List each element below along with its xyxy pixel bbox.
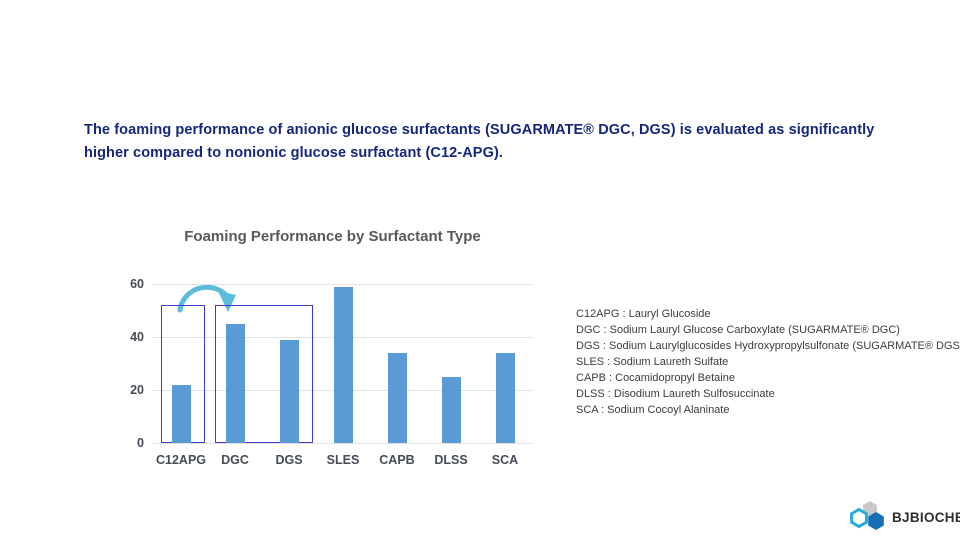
legend-item-c12apg: C12APG : Lauryl Glucoside: [576, 308, 711, 320]
y-axis-tick-label: 40: [130, 330, 144, 344]
legend-item-dgc: DGC : Sodium Lauryl Glucose Carboxylate …: [576, 324, 900, 336]
x-axis-category-label: SLES: [326, 453, 360, 467]
bar-dgs: [279, 339, 299, 443]
logo-hexagons-icon: [850, 501, 884, 530]
legend-item-sles: SLES : Sodium Laureth Sulfate: [576, 356, 729, 368]
logo-text: BJBIOCHEM: [892, 509, 960, 525]
legend-item-sca: SCA : Sodium Cocoyl Alaninate: [576, 404, 730, 416]
y-axis-tick-label: 20: [130, 383, 144, 397]
bar-c12apg: [171, 384, 191, 443]
y-axis-tick-label: 60: [130, 277, 144, 291]
bar-capb: [387, 352, 407, 443]
company-logo: BJBIOCHEM: [848, 498, 960, 536]
legend-item-capb: CAPB : Cocamidopropyl Betaine: [576, 372, 735, 384]
x-axis-category-label: CAPB: [379, 453, 415, 467]
x-axis-category-label: DLSS: [434, 453, 468, 467]
comparison-arc-arrow-icon: [177, 284, 236, 313]
bar-dgc: [225, 323, 245, 443]
headline-line-2: higher compared to nonionic glucose surf…: [84, 145, 503, 161]
chart-plot-area: 0 20 40 60 C12APG DGC DGS SLES CAPB DLSS SCA: [130, 277, 533, 467]
legend-item-dgs: DGS : Sodium Laurylglucosides Hydroxypro…: [576, 340, 960, 352]
gridline: [152, 442, 533, 444]
bar-dlss: [441, 376, 461, 443]
chart-title: Foaming Performance by Surfactant Type: [184, 228, 481, 245]
x-axis-category-label: SCA: [491, 453, 519, 467]
headline-line-1: The foaming performance of anionic gluco…: [84, 122, 875, 138]
headline: The foaming performance of anionic gluco…: [84, 119, 874, 165]
bar-sca: [495, 352, 515, 443]
y-axis-tick-label: 0: [137, 436, 144, 450]
x-axis-category-label: DGC: [221, 453, 249, 467]
x-axis-category-label: DGS: [275, 453, 303, 467]
highlight-box: [215, 305, 313, 443]
bar-sles: [333, 286, 353, 443]
abbreviation-legend: C12APG : Lauryl Glucoside DGC : Sodium L…: [576, 306, 960, 418]
x-axis-category-label: C12APG: [155, 453, 207, 467]
gridline: [152, 283, 533, 285]
legend-item-dlss: DLSS : Disodium Laureth Sulfosuccinate: [576, 388, 775, 400]
